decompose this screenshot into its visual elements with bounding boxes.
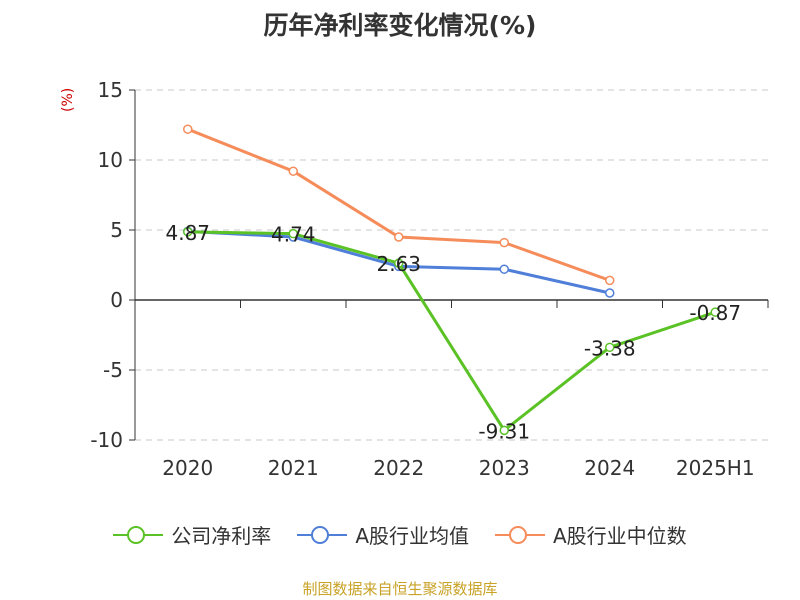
chart-title: 历年净利率变化情况(%) [263, 11, 537, 40]
data-point-0 [288, 228, 298, 239]
legend-item-industry-avg[interactable]: A股行业均值 [297, 520, 469, 549]
x-tick-label: 2023 [479, 456, 530, 480]
legend-marker-icon [495, 524, 545, 546]
legend-item-industry-median[interactable]: A股行业中位数 [495, 520, 687, 549]
data-label: 4.87 [165, 221, 210, 245]
y-tick-label: 15 [98, 78, 123, 102]
series-line-0 [187, 230, 716, 432]
data-label: 4.74 [271, 223, 316, 247]
legend-item-net-margin[interactable]: 公司净利率 [113, 520, 271, 549]
y-tick-label: 0 [110, 288, 123, 312]
data-point-2 [499, 237, 509, 248]
y-tick-label: -10 [90, 428, 123, 452]
data-label: -0.87 [689, 301, 741, 325]
data-label: -3.38 [584, 336, 636, 360]
legend: 公司净利率 A股行业均值 A股行业中位数 [0, 520, 800, 549]
data-point-0 [394, 258, 404, 268]
legend-label: A股行业均值 [355, 524, 469, 548]
data-point-2 [605, 275, 615, 286]
x-tick-label: 2021 [268, 456, 319, 480]
x-tick-label: 2020 [162, 456, 213, 480]
data-point-1 [605, 288, 615, 298]
y-tick-label: 10 [98, 148, 123, 172]
legend-marker-icon [297, 524, 348, 546]
x-tick-label: 2025H1 [676, 456, 755, 480]
data-point-2 [394, 232, 404, 242]
data-source-note: 制图数据来自恒生聚源数据库 [302, 580, 498, 598]
data-label: -9.31 [478, 419, 530, 443]
legend-label: 公司净利率 [171, 524, 272, 548]
data-point-0 [183, 227, 193, 237]
data-point-0 [605, 342, 615, 353]
data-label: 2.63 [376, 252, 421, 276]
y-tick-label: -5 [103, 358, 123, 382]
legend-label: A股行业中位数 [553, 524, 687, 548]
data-point-2 [288, 166, 298, 176]
y-tick-label: 5 [110, 218, 123, 242]
data-point-2 [183, 124, 193, 134]
data-point-0 [499, 425, 509, 436]
legend-marker-icon [113, 524, 164, 546]
data-point-0 [710, 307, 720, 317]
x-tick-label: 2024 [584, 456, 635, 480]
x-tick-label: 2022 [373, 456, 424, 480]
data-point-1 [499, 264, 509, 274]
